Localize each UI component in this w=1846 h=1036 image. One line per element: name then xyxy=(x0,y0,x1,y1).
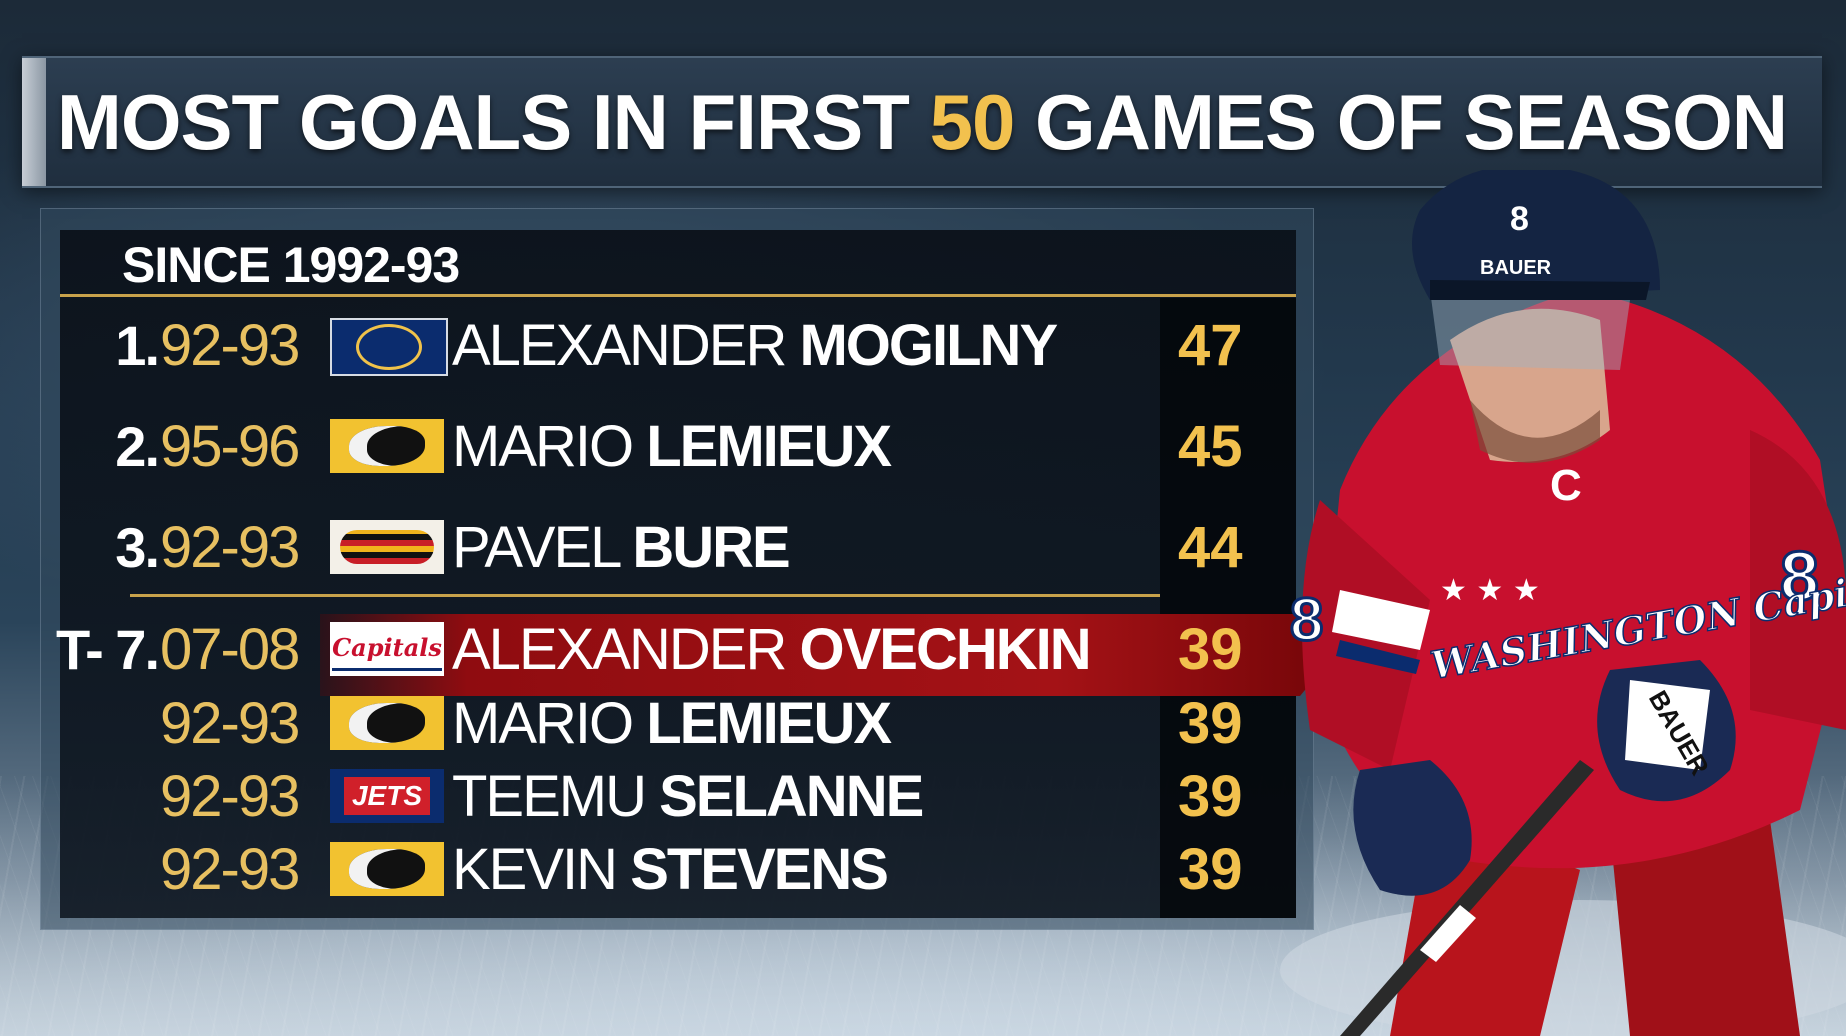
jersey-number: 8 xyxy=(1780,537,1819,615)
row-season: 07-08 xyxy=(160,617,300,682)
leaderboard-row: 92-93 KEVIN STEVENS 39 xyxy=(0,830,1320,910)
row-season: 92-93 xyxy=(160,313,300,378)
helmet-brand: BAUER xyxy=(1480,257,1552,279)
leaderboard-row: 92-93 JETS TEEMU SELANNE 39 xyxy=(0,757,1320,837)
highlight-bar xyxy=(320,614,1300,696)
row-goals: 47 xyxy=(1178,313,1243,378)
row-rank: 1. xyxy=(115,314,160,377)
row-goals: 39 xyxy=(1178,691,1243,756)
row-player-name: MARIO LEMIEUX xyxy=(452,691,892,756)
captain-mark: C xyxy=(1550,461,1582,510)
leaderboard-row: 92-93 MARIO LEMIEUX 39 xyxy=(0,684,1320,764)
penguins-logo xyxy=(330,842,444,896)
leaderboard-row: 3. 92-93 PAVEL BURE 44 xyxy=(0,508,1320,588)
penguins-logo xyxy=(330,696,444,750)
row-player-name: TEEMU SELANNE xyxy=(452,764,924,829)
leaderboard-row-highlighted: T- 7. 07-08 Capitals ALEXANDER OVECHKIN … xyxy=(0,610,1320,690)
row-rank: 2. xyxy=(115,415,160,478)
title-highlight-number: 50 xyxy=(929,77,1016,166)
page-title: MOST GOALS IN FIRST 50 GAMES OF SEASON xyxy=(56,77,1788,166)
panel-subtitle: SINCE 1992-93 xyxy=(122,237,460,293)
player-photo: 8 8 ★ ★ ★ WASHINGTON Capitals C BAUER 8 … xyxy=(1280,170,1846,1036)
row-goals: 45 xyxy=(1178,414,1243,479)
penguins-logo xyxy=(330,419,444,473)
divider-top xyxy=(60,294,1296,297)
leaderboard-row: 2. 95-96 MARIO LEMIEUX 45 xyxy=(0,407,1320,487)
leaderboard-panel xyxy=(60,230,1296,918)
row-player-name: ALEXANDER MOGILNY xyxy=(452,313,1058,378)
row-season: 92-93 xyxy=(160,837,300,902)
helmet-number: 8 xyxy=(1510,200,1529,238)
row-rank: 3. xyxy=(115,516,160,579)
row-goals: 44 xyxy=(1178,515,1243,580)
divider-mid xyxy=(130,594,1160,597)
row-season: 92-93 xyxy=(160,691,300,756)
capitals-logo: Capitals xyxy=(330,622,444,676)
jersey-number-side: 8 xyxy=(1290,586,1323,653)
row-goals: 39 xyxy=(1178,764,1243,829)
row-goals: 39 xyxy=(1178,617,1243,682)
row-player-name: PAVEL BURE xyxy=(452,515,791,580)
row-season: 92-93 xyxy=(160,764,300,829)
row-rank: T- 7. xyxy=(55,618,160,681)
svg-text:★ ★ ★: ★ ★ ★ xyxy=(1440,573,1540,608)
row-season: 95-96 xyxy=(160,414,300,479)
title-banner: MOST GOALS IN FIRST 50 GAMES OF SEASON xyxy=(22,56,1822,188)
row-season: 92-93 xyxy=(160,515,300,580)
row-player-name: ALEXANDER OVECHKIN xyxy=(452,617,1092,682)
row-player-name: KEVIN STEVENS xyxy=(452,837,889,902)
jets-logo: JETS xyxy=(330,769,444,823)
row-goals: 39 xyxy=(1178,837,1243,902)
sabres-logo xyxy=(330,318,448,376)
canucks-logo xyxy=(330,520,444,574)
leaderboard-row: 1. 92-93 ALEXANDER MOGILNY 47 xyxy=(0,306,1320,386)
goals-column xyxy=(1160,298,1296,918)
row-player-name: MARIO LEMIEUX xyxy=(452,414,892,479)
